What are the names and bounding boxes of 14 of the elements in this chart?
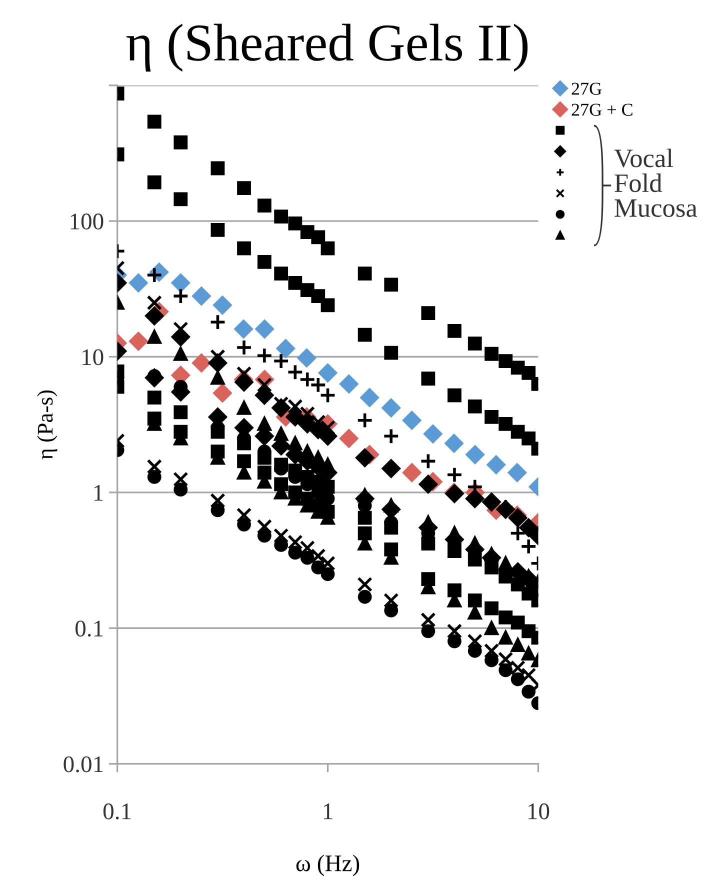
- legend-label: 27G: [572, 82, 602, 95]
- y-axis-title: η (Pa-s): [37, 390, 58, 460]
- x-axis-title: ω (Hz): [296, 854, 360, 876]
- x-tick-label: 10: [528, 803, 550, 820]
- text: Vocal Fold Mucosa: [614, 148, 698, 217]
- x-tick-label: 0.1: [103, 803, 131, 820]
- y-tick-label: 10: [82, 349, 104, 366]
- x-tick-label: 1: [324, 804, 332, 820]
- y-tick-label: 0.01: [64, 756, 103, 772]
- chart-title: η (Sheared Gels II): [126, 24, 528, 72]
- y-tick-label: 1: [94, 485, 103, 501]
- legend-label: 27G + C: [572, 104, 632, 116]
- y-tick-label: 100: [70, 214, 104, 230]
- y-tick-label: 0.1: [76, 620, 103, 637]
